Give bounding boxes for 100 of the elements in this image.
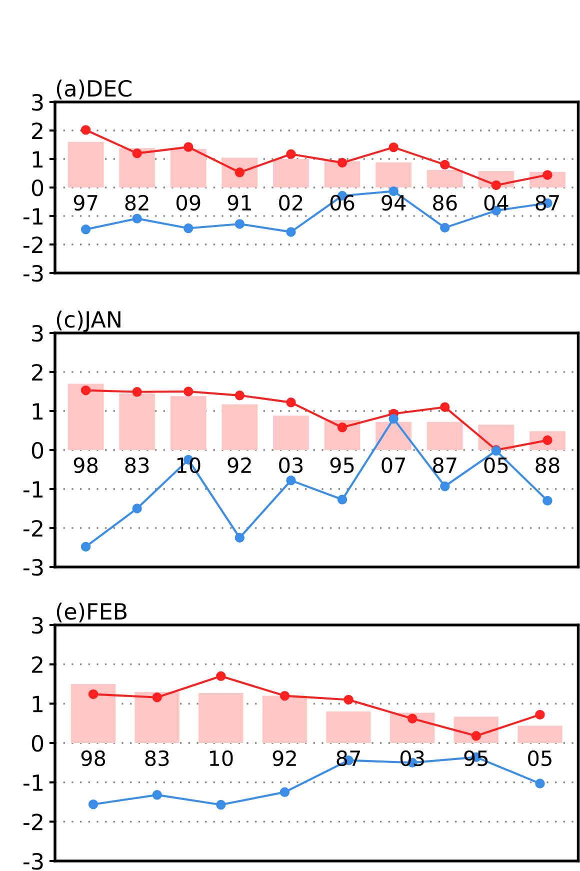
point bbox=[80, 125, 91, 135]
bar bbox=[70, 684, 116, 743]
bar bbox=[324, 161, 360, 188]
y-tick-label: -3 bbox=[24, 264, 43, 282]
point bbox=[440, 222, 450, 233]
x-tick-label: 98 bbox=[81, 750, 106, 766]
point bbox=[132, 504, 142, 514]
y-tick-label: 2 bbox=[32, 656, 42, 673]
point bbox=[152, 790, 162, 800]
bar bbox=[426, 422, 463, 450]
y-tick-label: -2 bbox=[24, 520, 42, 536]
point bbox=[132, 387, 142, 397]
point bbox=[234, 390, 245, 400]
point bbox=[152, 692, 162, 702]
x-tick-label: 94 bbox=[382, 194, 406, 211]
y-tick-label: -3 bbox=[24, 558, 43, 576]
point bbox=[216, 671, 226, 681]
bar bbox=[426, 170, 463, 188]
chart-title: (e)FEB bbox=[56, 602, 127, 622]
x-tick-label: 88 bbox=[536, 457, 560, 474]
x-tick-label: 92 bbox=[228, 457, 251, 474]
y-tick-label: 1 bbox=[32, 696, 43, 712]
x-tick-label: 86 bbox=[433, 194, 457, 211]
bar bbox=[198, 693, 244, 743]
x-tick-label: 95 bbox=[330, 457, 354, 474]
point bbox=[132, 214, 142, 224]
bar bbox=[119, 148, 156, 188]
point bbox=[88, 689, 98, 700]
x-tick-label: 98 bbox=[74, 457, 98, 474]
bar bbox=[262, 696, 308, 743]
point bbox=[184, 142, 194, 152]
y-tick-label: -1 bbox=[24, 774, 43, 791]
bar bbox=[518, 726, 562, 743]
x-tick-label: 03 bbox=[279, 457, 303, 474]
point bbox=[216, 800, 226, 810]
y-tick-label: 0 bbox=[32, 442, 44, 459]
x-tick-label: 82 bbox=[125, 194, 148, 211]
y-tick-label: -2 bbox=[24, 814, 42, 830]
bar bbox=[326, 712, 371, 743]
y-tick-label: -2 bbox=[24, 236, 42, 253]
x-tick-label: 97 bbox=[74, 194, 98, 211]
y-tick-label: -1 bbox=[24, 481, 43, 498]
y-tick-label: 0 bbox=[32, 734, 44, 752]
point bbox=[535, 710, 545, 720]
point bbox=[440, 160, 450, 170]
y-tick-label: 2 bbox=[32, 122, 42, 139]
y-tick-label: -3 bbox=[24, 852, 43, 870]
chart-title: (c)JAN bbox=[56, 310, 120, 332]
chart-title: (a)DEC bbox=[56, 80, 132, 100]
point bbox=[344, 694, 354, 705]
point bbox=[535, 778, 545, 788]
x-tick-label: 02 bbox=[279, 194, 302, 211]
point bbox=[132, 148, 142, 158]
point bbox=[337, 422, 348, 432]
bar bbox=[376, 162, 412, 188]
point bbox=[184, 223, 194, 234]
x-tick-label: 06 bbox=[330, 194, 354, 211]
y-tick-label: 1 bbox=[32, 403, 43, 420]
point bbox=[440, 402, 450, 412]
x-tick-label: 10 bbox=[210, 750, 233, 766]
x-tick-label: 83 bbox=[145, 750, 169, 766]
bar bbox=[170, 149, 206, 188]
point bbox=[286, 227, 296, 237]
bar bbox=[222, 404, 258, 450]
bar bbox=[170, 396, 206, 450]
x-tick-label: 04 bbox=[484, 194, 508, 211]
x-tick-label: 92 bbox=[272, 750, 296, 766]
point bbox=[407, 714, 418, 724]
bar bbox=[273, 416, 309, 450]
point bbox=[337, 494, 348, 504]
x-tick-label: 07 bbox=[382, 457, 406, 474]
y-tick-label: 3 bbox=[32, 616, 43, 634]
x-tick-label: 05 bbox=[484, 457, 508, 474]
point bbox=[80, 385, 91, 396]
point bbox=[440, 481, 450, 492]
x-tick-label: 09 bbox=[176, 194, 200, 211]
x-tick-label: 83 bbox=[125, 457, 149, 474]
y-tick-label: 1 bbox=[32, 151, 43, 168]
bar bbox=[119, 393, 156, 450]
bar bbox=[273, 159, 309, 188]
bar bbox=[68, 142, 104, 188]
point bbox=[80, 224, 91, 234]
y-tick-label: 0 bbox=[32, 179, 44, 196]
point bbox=[80, 542, 91, 552]
point bbox=[388, 414, 398, 424]
point bbox=[234, 219, 245, 229]
point bbox=[88, 800, 98, 810]
point bbox=[286, 476, 296, 486]
point bbox=[542, 496, 552, 506]
y-tick-label: 2 bbox=[32, 364, 42, 380]
point bbox=[286, 149, 296, 160]
point bbox=[337, 158, 348, 168]
x-tick-label: 87 bbox=[433, 457, 456, 474]
y-tick-label: -1 bbox=[24, 208, 43, 224]
y-tick-label: 3 bbox=[32, 324, 43, 342]
point bbox=[471, 731, 482, 741]
bar bbox=[134, 692, 180, 743]
point bbox=[491, 180, 502, 190]
x-tick-label: 91 bbox=[228, 194, 252, 211]
point bbox=[280, 787, 290, 798]
